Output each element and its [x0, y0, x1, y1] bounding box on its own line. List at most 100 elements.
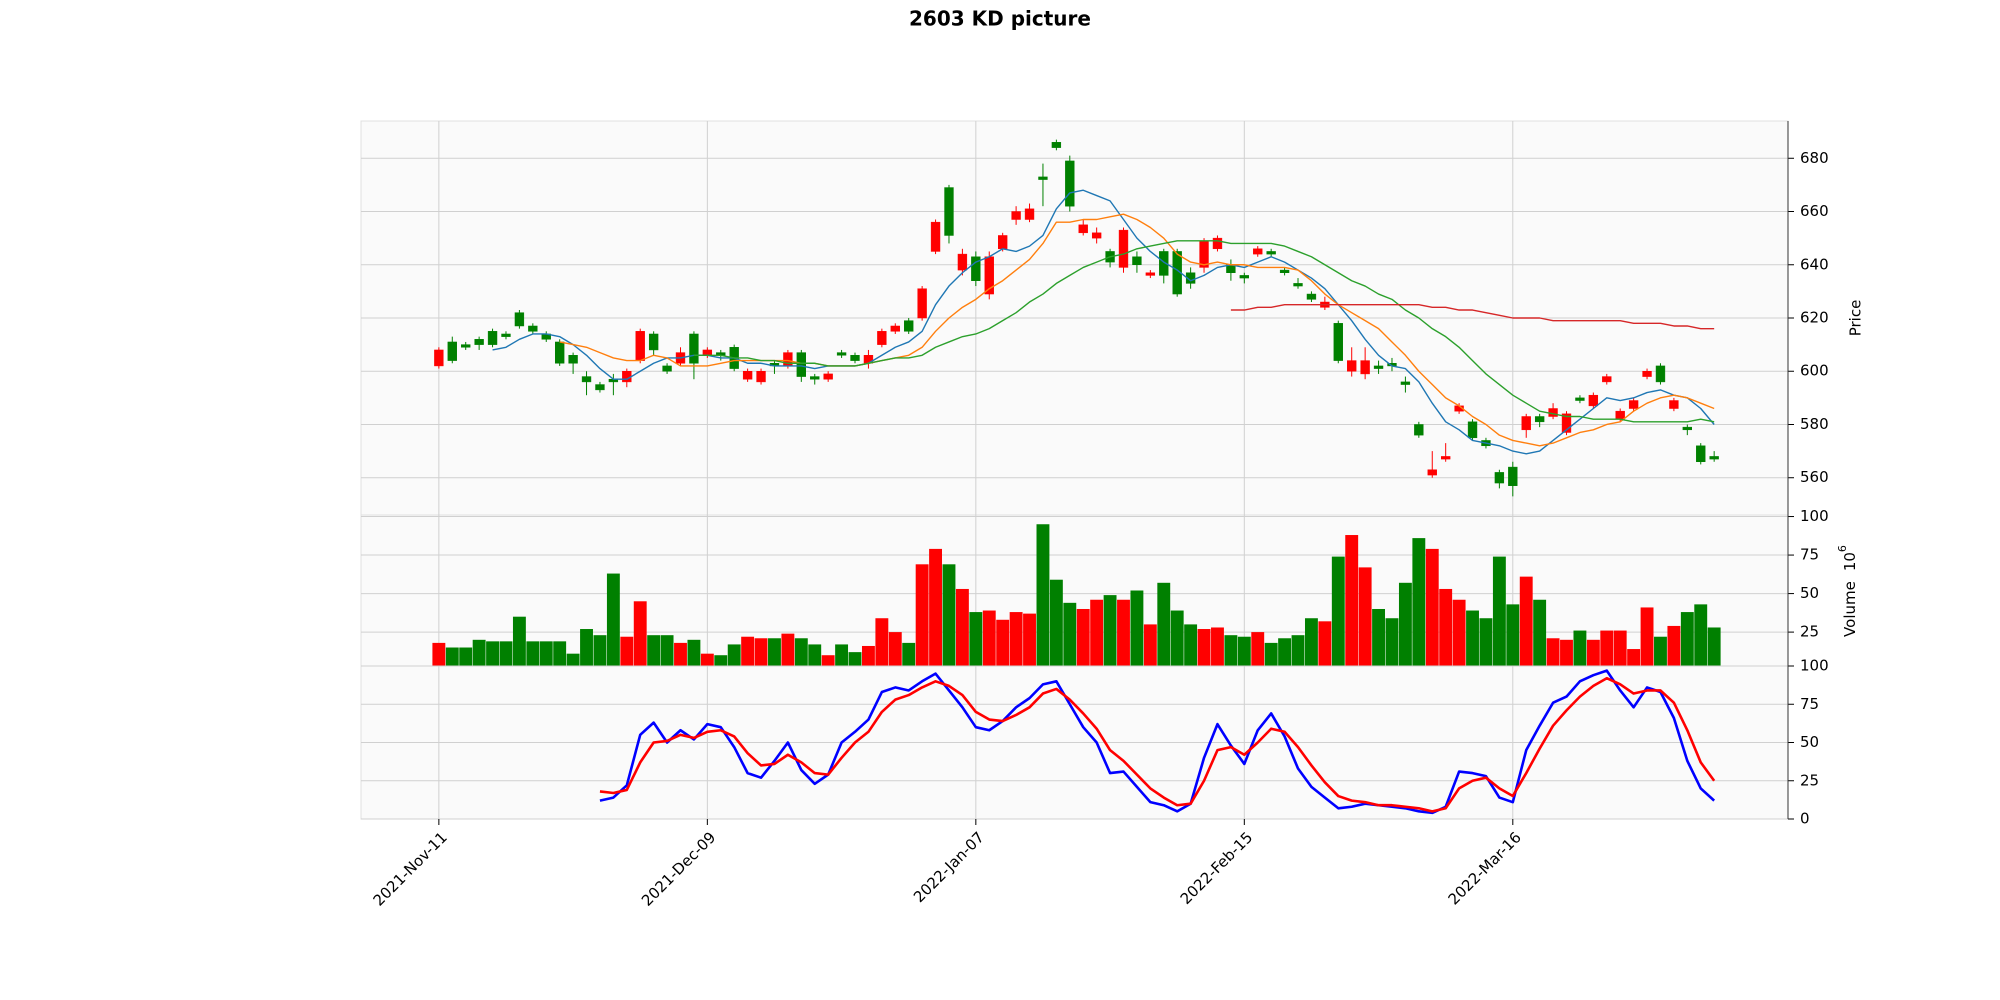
- volume-bar: [1586, 639, 1600, 666]
- y-tick-label: 25: [1800, 623, 1819, 641]
- volume-bar: [794, 638, 808, 666]
- volume-bar: [861, 645, 875, 666]
- candle-body: [1253, 248, 1263, 255]
- candle-body: [1615, 410, 1625, 420]
- volume-bar: [982, 610, 996, 666]
- volume-bar: [1613, 630, 1627, 666]
- candle-body: [1602, 376, 1612, 383]
- candle-body: [1078, 224, 1088, 234]
- volume-bar: [526, 641, 540, 666]
- candle-body: [1145, 272, 1156, 276]
- y-tick-label: 75: [1800, 546, 1819, 564]
- volume-bar: [1278, 638, 1292, 666]
- candle-body: [1118, 229, 1129, 268]
- y-tick-label: 620: [1800, 309, 1829, 327]
- y-tick-label: 75: [1800, 695, 1819, 713]
- candle-body: [622, 370, 632, 383]
- y-tick-label: 100: [1800, 507, 1829, 525]
- volume-bar: [486, 641, 500, 666]
- line: [559, 213, 1715, 447]
- volume-bar: [620, 636, 634, 666]
- candle-body: [1467, 421, 1478, 439]
- volume-bar: [727, 644, 741, 666]
- volume-bar: [1439, 588, 1453, 666]
- candle-body: [501, 333, 511, 337]
- volume-bar: [1358, 567, 1372, 666]
- volume-bar: [1519, 576, 1533, 666]
- volume-bar: [955, 588, 969, 666]
- x-tick-label: 2022-Jan-07: [910, 828, 988, 906]
- volume-bar: [1076, 608, 1090, 666]
- line: [599, 676, 1716, 813]
- volume-bar: [512, 616, 526, 666]
- volume-bar: [1573, 630, 1587, 666]
- x-tick-label: 2021-Dec-09: [638, 828, 719, 909]
- volume-bar: [1264, 642, 1278, 666]
- volume-bar: [1157, 582, 1171, 666]
- volume-bar: [472, 639, 486, 666]
- candle-body: [823, 373, 833, 380]
- volume-bar: [821, 655, 835, 666]
- volume-bar: [996, 619, 1010, 666]
- x-tick-label: 2022-Mar-16: [1445, 828, 1525, 908]
- candle-body: [1669, 400, 1679, 409]
- candle-body: [1427, 469, 1437, 476]
- candle-body: [1266, 251, 1276, 255]
- line: [1230, 303, 1715, 330]
- volume-bar: [1036, 524, 1050, 666]
- candle-body: [971, 256, 981, 281]
- volume-bar: [1291, 635, 1305, 666]
- volume-bar: [969, 612, 983, 666]
- volume-bar: [1667, 625, 1681, 666]
- volume-bar: [1398, 582, 1412, 666]
- volume-bar: [1063, 602, 1077, 666]
- candle-body: [1051, 142, 1062, 148]
- candle-body: [487, 331, 498, 345]
- volume-bar: [808, 644, 822, 666]
- candle-body: [890, 325, 900, 332]
- volume-bar: [835, 644, 849, 666]
- candle-body: [1293, 283, 1303, 287]
- x-tick-label: 2021-Nov-11: [370, 828, 451, 909]
- candle-body: [1347, 360, 1357, 372]
- volume-bar: [1479, 618, 1493, 666]
- volume-bar: [1694, 604, 1708, 666]
- candle-body: [917, 288, 927, 319]
- volume-bar: [1600, 630, 1614, 666]
- candle-body: [756, 370, 766, 383]
- volume-bar: [633, 601, 647, 666]
- volume-bar: [1546, 638, 1560, 666]
- y-tick-label: 100: [1800, 657, 1829, 675]
- volume-bar: [1640, 607, 1654, 666]
- volume-bar: [459, 647, 473, 666]
- candle-body: [877, 331, 887, 345]
- volume-bar: [942, 564, 956, 666]
- volume-bar: [1143, 624, 1157, 666]
- volume-bar: [1049, 579, 1063, 666]
- volume-bar: [1506, 604, 1520, 666]
- volume-bar: [1023, 613, 1036, 666]
- volume-bar: [888, 632, 902, 666]
- volume-bar: [1184, 624, 1198, 666]
- volume-bar: [566, 653, 580, 666]
- volume-bar: [553, 641, 567, 666]
- candle-body: [998, 235, 1008, 250]
- volume-bar: [1237, 636, 1251, 666]
- y-tick-label: 50: [1800, 584, 1819, 602]
- volume-bar: [1492, 556, 1506, 666]
- candle-body: [1065, 160, 1075, 207]
- volume-bar: [660, 635, 674, 666]
- candle-body: [1709, 456, 1719, 460]
- volume-bar: [1103, 595, 1117, 666]
- candle-body: [810, 376, 820, 380]
- candle-body: [1588, 394, 1599, 407]
- volume-bar: [1452, 599, 1466, 666]
- candle-body: [689, 333, 699, 364]
- volume-bar: [1318, 621, 1332, 666]
- candle-body: [1279, 269, 1290, 273]
- candle-body: [957, 253, 968, 271]
- volume-bar: [1680, 612, 1694, 666]
- y-tick-label: 560: [1800, 468, 1829, 486]
- volume-bar: [1224, 635, 1238, 666]
- y-tick-label: 660: [1800, 202, 1829, 220]
